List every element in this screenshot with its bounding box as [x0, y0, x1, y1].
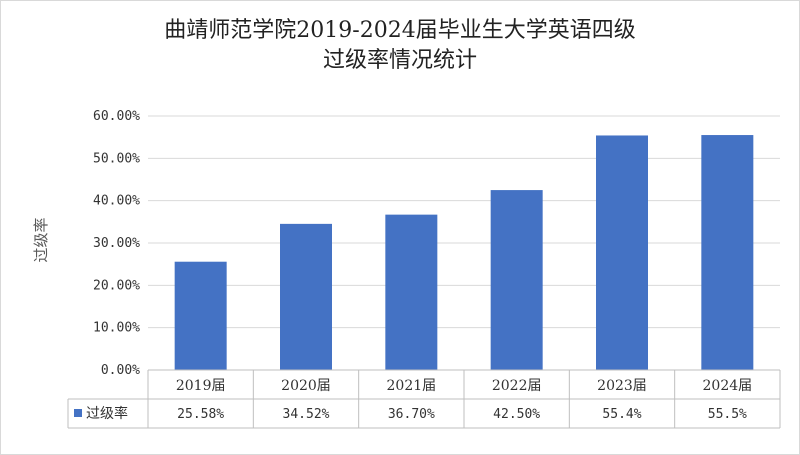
- bar: [174, 261, 227, 370]
- y-tick-label: 40.00%: [93, 194, 140, 209]
- legend-label: 过级率: [86, 405, 128, 422]
- x-tick-label: 2024届: [703, 378, 753, 394]
- bar: [385, 214, 438, 370]
- y-tick-label: 50.00%: [93, 151, 140, 166]
- data-label: 55.5%: [708, 407, 747, 422]
- bar: [596, 135, 648, 370]
- data-label: 36.70%: [388, 407, 435, 422]
- data-label: 34.52%: [283, 407, 330, 422]
- legend-swatch: [74, 409, 82, 417]
- data-label: 42.50%: [493, 407, 540, 422]
- bar: [280, 223, 332, 370]
- bar: [701, 135, 754, 370]
- chart-title-line1: 曲靖师范学院2019-2024届毕业生大学英语四级: [164, 18, 636, 43]
- chart-title: 曲靖师范学院2019-2024届毕业生大学英语四级 过级率情况统计: [0, 16, 800, 76]
- x-tick-label: 2022届: [492, 378, 542, 394]
- x-tick-label: 2020届: [281, 378, 331, 394]
- y-tick-label: 20.00%: [93, 278, 140, 293]
- y-tick-label: 60.00%: [93, 109, 140, 124]
- data-label: 55.4%: [602, 407, 641, 422]
- y-tick-label: 10.00%: [93, 321, 140, 336]
- x-tick-label: 2019届: [176, 378, 226, 394]
- data-label: 25.58%: [177, 407, 224, 422]
- y-tick-label: 0.00%: [101, 363, 140, 378]
- x-tick-label: 2023届: [597, 378, 647, 394]
- y-tick-label: 30.00%: [93, 236, 140, 251]
- chart-title-line2: 过级率情况统计: [322, 48, 477, 73]
- bar: [490, 190, 543, 370]
- x-tick-label: 2021届: [387, 378, 437, 394]
